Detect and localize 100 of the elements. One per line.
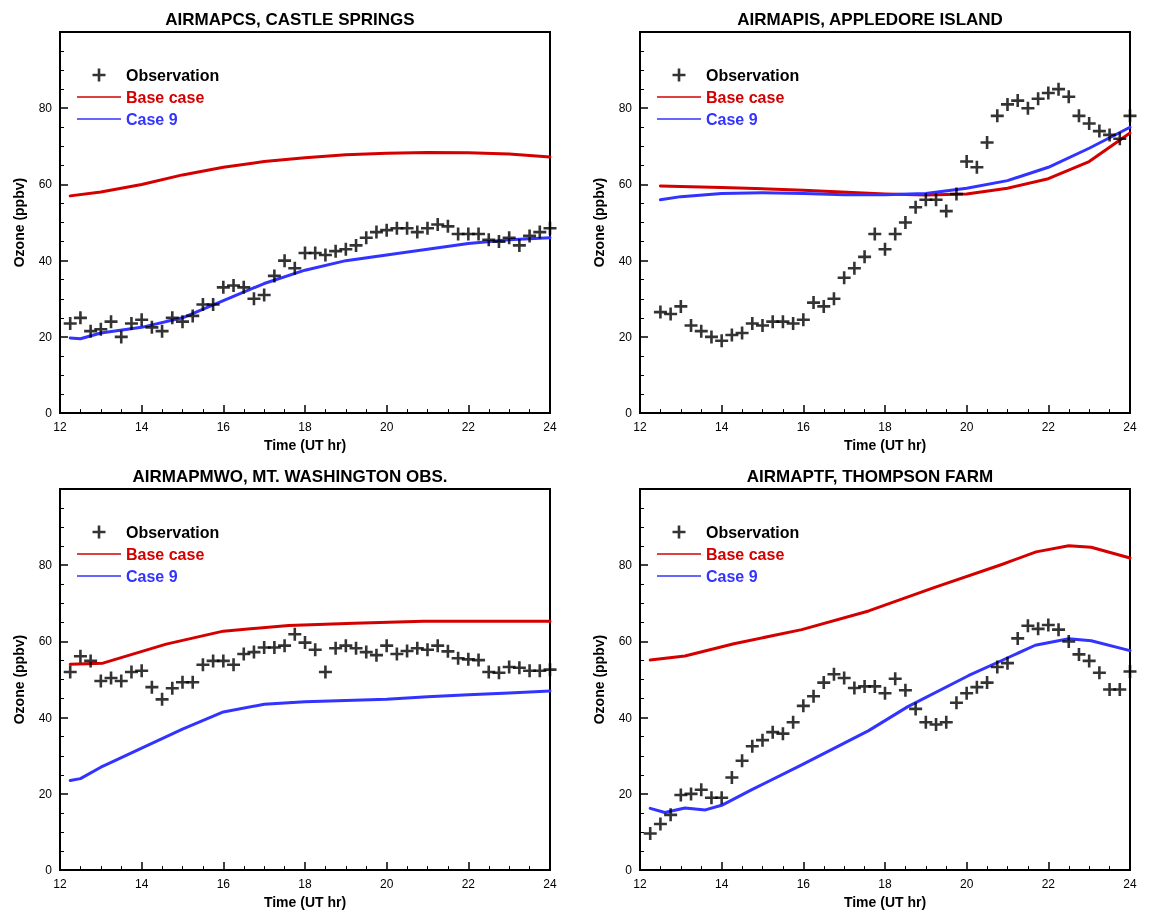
point (329, 641, 343, 655)
legend-label: Base case (126, 88, 205, 106)
x-tick-label: 22 (1041, 420, 1056, 435)
point (868, 679, 882, 693)
x-tick-label: 20 (959, 877, 974, 892)
point (949, 187, 963, 201)
point (533, 664, 547, 678)
x-tick-label: 12 (633, 877, 647, 892)
point (1001, 97, 1014, 111)
point (114, 330, 128, 344)
point (421, 221, 434, 235)
point (766, 725, 780, 739)
point (135, 313, 149, 327)
point (472, 227, 486, 241)
point (512, 238, 526, 252)
point (868, 227, 882, 241)
point (786, 317, 800, 331)
point (278, 639, 292, 653)
point (216, 654, 230, 668)
x-tick-label: 16 (796, 877, 811, 892)
point (124, 665, 138, 679)
point (84, 654, 98, 668)
point (227, 658, 241, 672)
point (63, 317, 77, 331)
point (1011, 94, 1025, 108)
point (533, 225, 547, 239)
point (1052, 82, 1066, 96)
point (206, 297, 220, 311)
y-tick-label: 0 (625, 863, 633, 878)
y-axis-title: Ozone (ppbv) (11, 177, 27, 268)
point (1092, 666, 1106, 680)
point (643, 827, 657, 841)
x-axis-title: Time (UT hr) (263, 894, 347, 910)
point (216, 280, 230, 294)
point (421, 643, 434, 657)
point (1092, 124, 1106, 138)
point (776, 727, 790, 741)
y-axis-title: Ozone (ppbv) (591, 177, 607, 268)
point (124, 317, 138, 331)
point (674, 299, 688, 313)
legend-label: Observation (126, 523, 220, 541)
y-tick-label: 60 (618, 177, 633, 192)
point (288, 627, 302, 641)
point (664, 808, 678, 822)
point (653, 305, 667, 319)
point (817, 676, 831, 690)
point (359, 231, 373, 245)
point (909, 200, 923, 214)
point (960, 155, 974, 169)
point (359, 645, 373, 659)
y-axis-title: Ozone (ppbv) (591, 634, 607, 725)
point (704, 330, 718, 344)
point (329, 244, 343, 258)
point (308, 643, 322, 657)
point (756, 318, 769, 332)
point (980, 136, 994, 150)
point (776, 315, 790, 329)
point (73, 649, 87, 663)
x-tick-label: 16 (216, 877, 231, 892)
point (725, 770, 739, 784)
point (492, 235, 506, 249)
legend-label: Observation (706, 66, 800, 84)
point (431, 217, 445, 231)
y-tick-label: 20 (38, 329, 53, 344)
point (694, 324, 708, 338)
point (970, 160, 984, 174)
point (135, 664, 149, 678)
point (176, 315, 189, 329)
point (155, 692, 169, 706)
point (267, 641, 281, 655)
chart-title: AIRMAPCS, CASTLE SPRINGS (165, 10, 415, 29)
y-axis-title: Ozone (ppbv) (11, 634, 27, 725)
point (929, 718, 943, 732)
point (949, 696, 963, 710)
x-tick-label: 18 (298, 877, 312, 892)
x-tick-label: 24 (543, 420, 557, 435)
point (512, 661, 526, 675)
x-tick-label: 22 (1041, 877, 1056, 892)
x-tick-label: 22 (461, 877, 476, 892)
point (461, 652, 475, 666)
legend-label: Observation (126, 66, 220, 84)
y-tick-label: 20 (38, 786, 53, 801)
point (745, 317, 759, 331)
point (114, 674, 128, 688)
point (827, 667, 841, 681)
x-tick-label: 24 (1123, 877, 1137, 892)
point (339, 639, 353, 653)
point (441, 219, 455, 233)
line-series (68, 150, 552, 198)
point (715, 334, 729, 348)
point (196, 658, 210, 672)
point (796, 699, 810, 713)
point (653, 817, 667, 831)
point (929, 193, 943, 207)
point (1011, 631, 1025, 645)
point (247, 292, 261, 306)
legend-label: Base case (126, 545, 205, 563)
point (980, 676, 994, 690)
x-axis-title: Time (UT hr) (843, 894, 927, 910)
point (858, 250, 872, 264)
